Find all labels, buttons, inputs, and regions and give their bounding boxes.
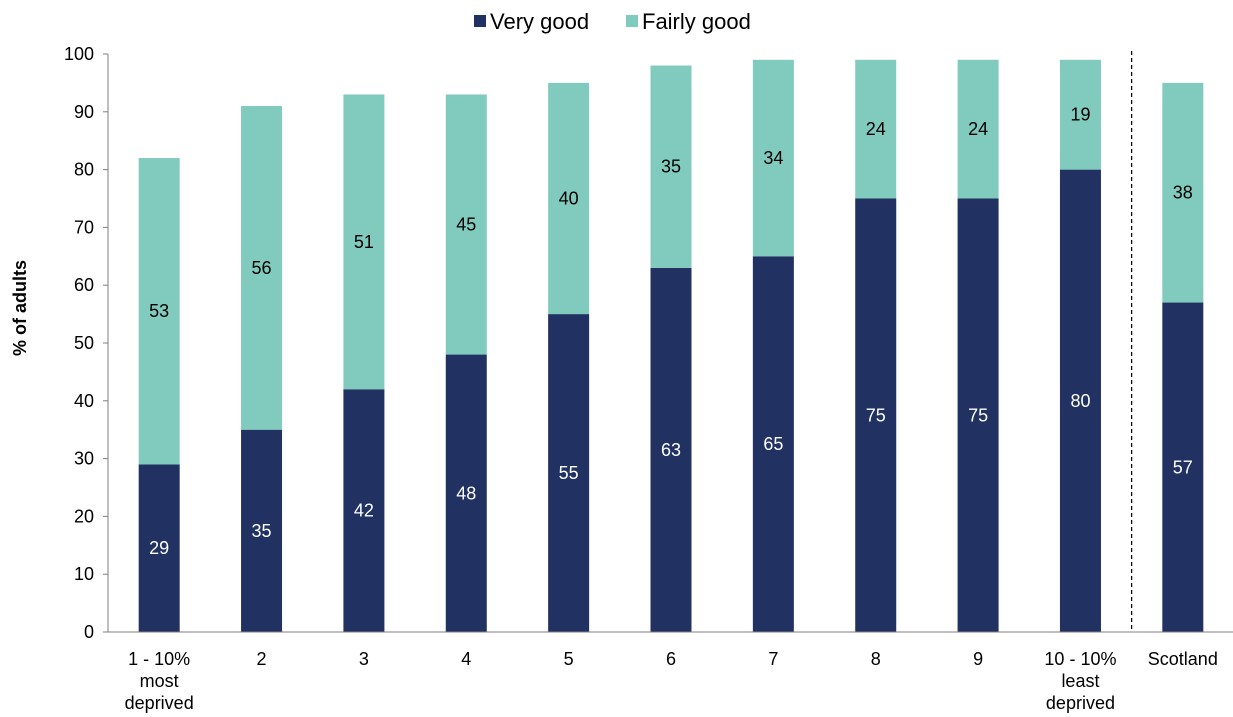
data-label: 35 [661, 157, 681, 177]
y-tick-label: 10 [74, 564, 94, 584]
bar-segment-very-good [1162, 302, 1204, 632]
bars: 29 53 35 56 42 51 48 45 55 40 63 35 65 34 75 24 75 24 80 19… [138, 51, 1204, 632]
y-tick-label: 0 [84, 622, 94, 642]
x-tick-label: 2 [257, 649, 267, 669]
data-label: 53 [149, 301, 169, 321]
bar-segment-fairly-good [445, 94, 487, 355]
y-tick-label: 30 [74, 449, 94, 469]
bar-segment-very-good [343, 389, 385, 632]
x-tick-label: 10 - 10% least deprived [1044, 649, 1116, 713]
bar-segment-fairly-good [343, 94, 385, 390]
data-label: 65 [763, 434, 783, 454]
x-tick-label: 3 [359, 649, 369, 669]
y-tick-label: 80 [74, 160, 94, 180]
x-tick-label: Scotland [1148, 649, 1218, 669]
data-label: 24 [968, 119, 988, 139]
bar-segment-very-good [548, 314, 590, 632]
data-label: 35 [252, 521, 272, 541]
bar-segment-very-good [855, 198, 897, 632]
data-label: 75 [968, 405, 988, 425]
bar-segment-fairly-good [1059, 59, 1101, 170]
bar-segment-fairly-good [241, 106, 283, 430]
bar-segment-very-good [445, 354, 487, 632]
data-label: 63 [661, 440, 681, 460]
legend-label: Fairly good [642, 9, 751, 34]
data-label: 42 [354, 501, 374, 521]
x-tick-label: 7 [768, 649, 778, 669]
bar-segment-very-good [138, 464, 180, 632]
bar-segment-very-good [957, 198, 999, 632]
data-label: 29 [149, 538, 169, 558]
y-tick-label: 20 [74, 506, 94, 526]
data-label: 48 [456, 483, 476, 503]
bar-segment-fairly-good [855, 59, 897, 199]
data-label: 38 [1173, 183, 1193, 203]
x-axis: 1 - 10% most deprived 2 3 4 5 6 7 8 9 10 - 10% least… [108, 631, 1233, 713]
bar-segment-fairly-good [138, 158, 180, 465]
bar-segment-fairly-good [650, 65, 692, 268]
data-label: 80 [1070, 391, 1090, 411]
data-label: 40 [559, 189, 579, 209]
x-tick-label: 1 - 10% most deprived [125, 649, 194, 713]
y-axis: 0 10 20 30 40 50 60 70 80 90 100 [64, 44, 109, 642]
data-label: 19 [1070, 105, 1090, 125]
y-tick-label: 100 [64, 44, 94, 64]
data-label: 24 [866, 119, 886, 139]
legend-label: Very good [490, 9, 589, 34]
x-tick-label: 5 [564, 649, 574, 669]
y-tick-label: 60 [74, 275, 94, 295]
data-label: 75 [866, 405, 886, 425]
bar-segment-very-good [650, 267, 692, 632]
x-tick-label: 6 [666, 649, 676, 669]
y-tick-label: 50 [74, 333, 94, 353]
x-tick-label: 8 [871, 649, 881, 669]
x-tick-label: 9 [973, 649, 983, 669]
y-axis-title: % of adults [10, 260, 30, 356]
x-tick-label: 4 [461, 649, 471, 669]
data-label: 55 [559, 463, 579, 483]
bar-segment-very-good [1059, 169, 1101, 632]
legend-swatch [626, 15, 638, 27]
bar-segment-fairly-good [1162, 82, 1204, 303]
legend-swatch [474, 15, 486, 27]
bar-segment-very-good [752, 256, 794, 632]
data-label: 57 [1173, 457, 1193, 477]
data-label: 51 [354, 232, 374, 252]
bar-segment-fairly-good [548, 82, 590, 315]
bar-segment-very-good [241, 429, 283, 632]
bar-segment-fairly-good [957, 59, 999, 199]
y-tick-label: 90 [74, 102, 94, 122]
data-label: 56 [252, 258, 272, 278]
y-tick-label: 70 [74, 217, 94, 237]
data-label: 34 [763, 148, 783, 168]
y-tick-label: 40 [74, 391, 94, 411]
bar-segment-fairly-good [752, 59, 794, 257]
data-label: 45 [456, 215, 476, 235]
legend: Very good Fairly good [474, 9, 751, 34]
